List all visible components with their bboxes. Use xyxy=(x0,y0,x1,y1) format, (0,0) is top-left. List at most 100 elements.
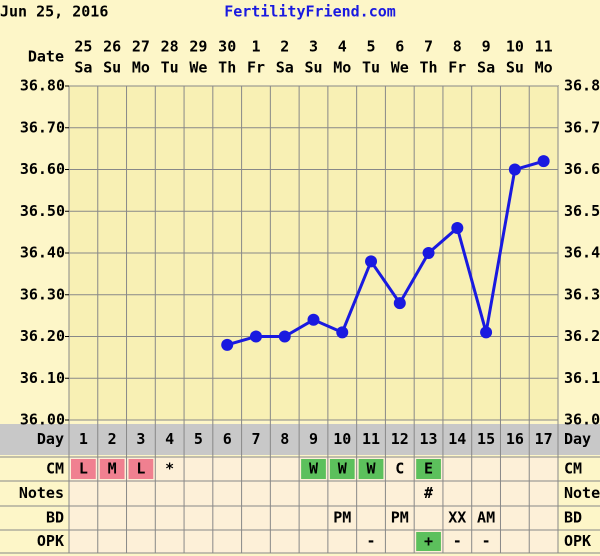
cell-text: 2 xyxy=(108,430,117,448)
cell-text: 15 xyxy=(477,430,495,448)
weekday-label: Su xyxy=(304,59,322,77)
weekday-label: Mo xyxy=(132,59,150,77)
row-label-right: BD xyxy=(564,509,582,527)
y-tick-label-right: 36.60 xyxy=(564,160,600,178)
weekday-label: Th xyxy=(218,59,236,77)
weekday-label: Mo xyxy=(535,59,553,77)
cell-highlight xyxy=(71,459,96,479)
date-label: 27 xyxy=(132,38,150,56)
cell-text: 16 xyxy=(506,430,524,448)
weekday-label: We xyxy=(391,59,409,77)
cell-text: M xyxy=(108,460,117,478)
y-tick-label-right: 36.70 xyxy=(564,118,600,136)
row-label: OPK xyxy=(37,532,64,550)
cell-text: 5 xyxy=(194,430,203,448)
cell-text: 8 xyxy=(280,430,289,448)
date-label: 28 xyxy=(161,38,179,56)
temp-point xyxy=(278,330,291,343)
date-label: 2 xyxy=(280,38,289,56)
cell-text: W xyxy=(367,460,377,478)
weekday-label: Sa xyxy=(477,59,495,77)
cell-text: W xyxy=(309,460,319,478)
row-label-right: Notes xyxy=(564,484,600,502)
date-label: 30 xyxy=(218,38,236,56)
temp-point xyxy=(480,326,493,339)
row-label-right: OPK xyxy=(564,532,591,550)
row-label: Notes xyxy=(19,484,64,502)
temp-point xyxy=(508,163,521,176)
temp-point xyxy=(221,338,234,351)
weekday-label: Fr xyxy=(247,59,265,77)
y-tick-label: 36.70 xyxy=(20,118,65,136)
weekday-label: Su xyxy=(103,59,121,77)
temp-point xyxy=(537,155,550,168)
date-label: 25 xyxy=(74,38,92,56)
date-label: 5 xyxy=(367,38,376,56)
cell-text: PM xyxy=(391,509,409,527)
weekday-label: Su xyxy=(506,59,524,77)
y-tick-label-right: 36.20 xyxy=(564,327,600,345)
row-label-right: CM xyxy=(564,460,582,478)
y-tick-label-right: 36.30 xyxy=(564,285,600,303)
cell-text: 9 xyxy=(309,430,318,448)
cell-text: - xyxy=(482,532,491,550)
row-label: BD xyxy=(46,509,64,527)
row-label-right: Day xyxy=(564,430,591,448)
site-name[interactable]: FertilityFriend.com xyxy=(224,3,396,21)
temp-point xyxy=(336,326,349,339)
cell-text: 7 xyxy=(251,430,260,448)
date-label: 4 xyxy=(338,38,347,56)
y-tick-label-right: 36.00 xyxy=(564,411,600,429)
y-tick-label-right: 36.10 xyxy=(564,369,600,387)
cell-text: C xyxy=(395,460,404,478)
date-label: 3 xyxy=(309,38,318,56)
weekday-label: Tu xyxy=(362,59,380,77)
row-label: Day xyxy=(37,430,64,448)
row-label: CM xyxy=(46,460,64,478)
weekday-label: Mo xyxy=(333,59,351,77)
cell-text: 11 xyxy=(362,430,380,448)
cell-highlight xyxy=(128,459,154,479)
cell-text: 12 xyxy=(391,430,409,448)
y-tick-label-right: 36.40 xyxy=(564,244,600,262)
cell-text: - xyxy=(453,532,462,550)
date-label: 6 xyxy=(395,38,404,56)
temp-point xyxy=(451,221,464,234)
y-tick-label: 36.40 xyxy=(20,244,65,262)
y-tick-label-right: 36.80 xyxy=(564,77,600,95)
cell-highlight xyxy=(329,459,355,479)
cell-highlight xyxy=(416,532,441,551)
date-label: 7 xyxy=(424,38,433,56)
temp-point xyxy=(249,330,262,343)
cell-text: L xyxy=(136,460,145,478)
date-label: 9 xyxy=(482,38,491,56)
cell-text: 1 xyxy=(79,430,88,448)
cell-text: + xyxy=(424,532,433,550)
cell-text: W xyxy=(338,460,348,478)
cell-text: 17 xyxy=(535,430,553,448)
cell-text: PM xyxy=(333,509,351,527)
weekday-label: Th xyxy=(420,59,438,77)
weekday-label: We xyxy=(189,59,207,77)
cell-text: 6 xyxy=(223,430,232,448)
weekday-label: Fr xyxy=(448,59,466,77)
temp-point xyxy=(307,313,320,326)
cell-text: AM xyxy=(477,509,495,527)
temp-point xyxy=(393,297,406,310)
cell-text: 13 xyxy=(420,430,438,448)
y-tick-label: 36.20 xyxy=(20,327,65,345)
y-tick-label: 36.30 xyxy=(20,285,65,303)
date-label: 26 xyxy=(103,38,121,56)
cell-text: * xyxy=(165,460,174,478)
y-tick-label: 36.50 xyxy=(20,202,65,220)
y-tick-label: 36.60 xyxy=(20,160,65,178)
temp-point xyxy=(422,247,435,259)
y-tick-label-right: 36.50 xyxy=(564,202,600,220)
cell-text: - xyxy=(367,532,376,550)
date-label: 8 xyxy=(453,38,462,56)
y-tick-label: 36.10 xyxy=(20,369,65,387)
date-label: 1 xyxy=(251,38,260,56)
date-label: Date xyxy=(28,48,64,66)
date-label: 11 xyxy=(535,38,553,56)
